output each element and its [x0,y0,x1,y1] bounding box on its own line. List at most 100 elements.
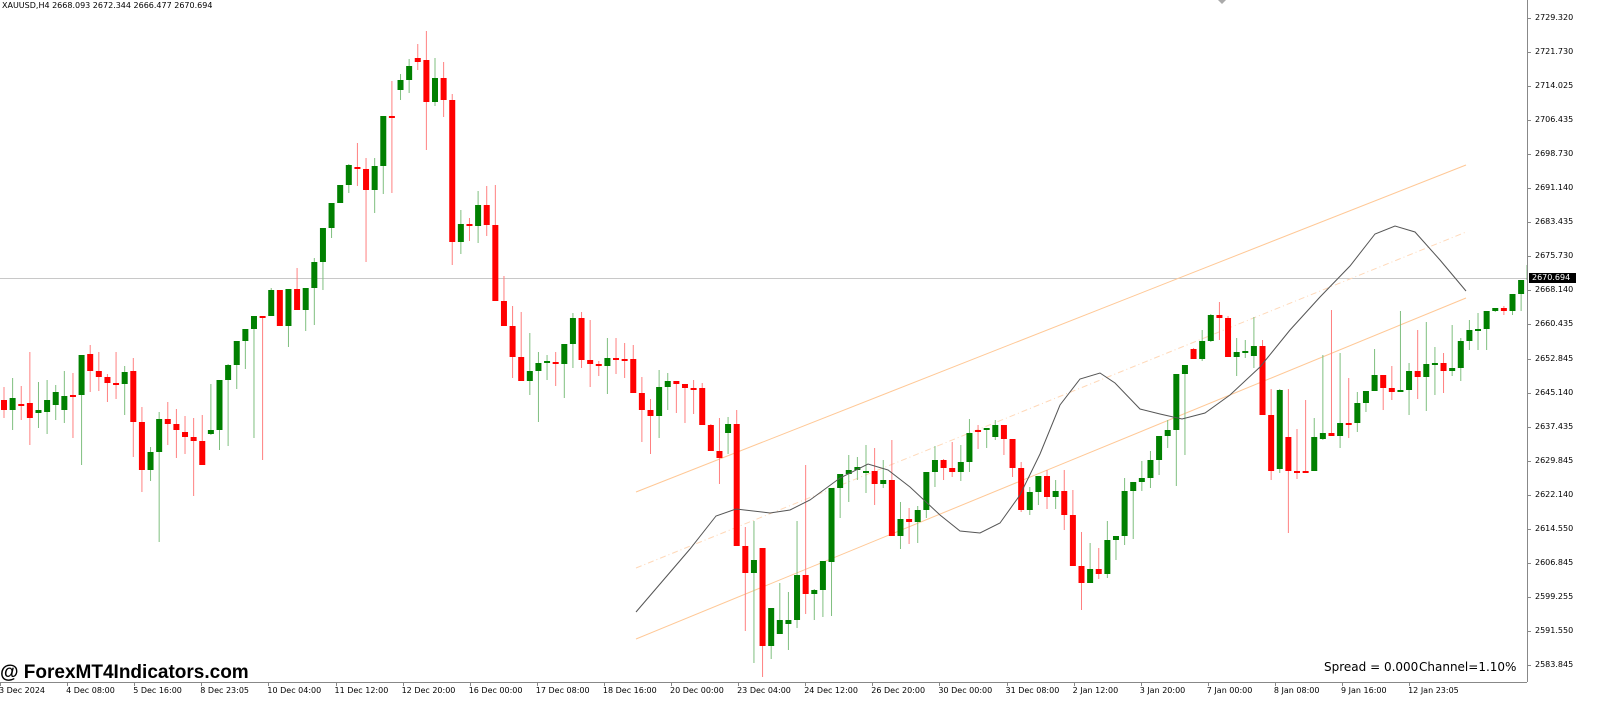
price-tick-mark [1528,86,1531,87]
time-tick-label: 31 Dec 08:00 [1006,686,1060,695]
candle-body [716,451,722,458]
candle-body [1225,318,1231,357]
channel-mid-line [636,232,1466,568]
candle-body [492,225,498,301]
candle-body [268,290,274,316]
price-tick-label: 2606.845 [1535,558,1573,567]
candle-body [880,480,886,484]
candle-body [1182,365,1188,374]
candle-body [1010,439,1016,468]
candle-body [79,355,85,395]
candle-body [889,480,895,536]
candle-body [682,384,688,388]
candle-body [389,116,395,118]
time-tick-label: 10 Dec 04:00 [267,686,321,695]
time-tick-label: 20 Dec 00:00 [670,686,724,695]
candle-body [217,380,223,430]
candle-body [182,432,188,437]
candle-body [458,224,464,242]
price-tick-mark [1528,631,1531,632]
candle-body [984,428,990,430]
time-tick-label: 8 Jan 08:00 [1274,686,1320,695]
candle-body [1156,436,1162,460]
time-tick-label: 18 Dec 16:00 [603,686,657,695]
spread-label: Spread = 0.000 [1324,660,1418,674]
candle-body [113,383,119,385]
price-tick-label: 2583.845 [1535,660,1573,669]
candle-body [87,354,93,371]
candle-body [156,419,162,452]
time-tick-label: 17 Dec 08:00 [536,686,590,695]
candle-body [673,381,679,384]
candle-body [1268,415,1274,471]
time-tick-label: 23 Dec 04:00 [737,686,791,695]
candle-body [423,60,429,102]
candle-body [1113,536,1119,540]
price-tick-mark [1528,52,1531,53]
candle-body [949,468,955,472]
candle-body [1122,491,1128,536]
candle-body [501,301,507,326]
candle-body [251,316,257,329]
price-tick-label: 2591.550 [1535,626,1573,635]
price-tick-mark [1528,359,1531,360]
candle-body [1510,294,1516,311]
candlestick-plot[interactable] [0,0,1527,682]
price-tick-label: 2721.730 [1535,47,1573,56]
candle-body [1346,423,1352,425]
candle-body [1260,346,1266,415]
candle-body [803,575,809,594]
candle-body [1397,390,1403,392]
candle-body [760,548,766,646]
candle-body [1087,569,1093,583]
candle-body [1303,471,1309,473]
candle-body [1147,460,1153,478]
candle-body [303,288,309,310]
candle-body [837,474,843,488]
price-tick-mark [1528,529,1531,530]
candle-body [1484,311,1490,329]
candle-body [398,80,404,90]
candle-body [691,388,697,390]
price-tick-label: 2729.320 [1535,13,1573,22]
candle-body [1389,388,1395,392]
candle-body [544,361,550,363]
candle-body [561,344,567,364]
candle-body [648,410,654,416]
time-tick-label: 4 Dec 08:00 [66,686,115,695]
candle-body [234,341,240,365]
candle-body [466,224,472,226]
price-tick-mark [1528,393,1531,394]
chart-area[interactable]: XAUUSD,H4 2668.093 2672.344 2666.477 267… [0,0,1527,682]
candle-body [785,620,791,624]
time-tick-label: 11 Dec 12:00 [335,686,389,695]
candle-body [96,371,102,377]
candle-body [1096,569,1102,574]
price-tick-label: 2668.140 [1535,285,1573,294]
candle-body [1,400,7,410]
time-tick-label: 9 Jan 16:00 [1341,686,1387,695]
price-tick-label: 2691.140 [1535,183,1573,192]
candle-body [122,372,128,384]
candle-body [165,419,171,424]
candle-body [1199,341,1205,359]
time-tick-label: 2 Jan 12:00 [1073,686,1119,695]
candle-body [1035,476,1041,492]
candle-body [173,424,179,430]
candle-body [941,460,947,468]
price-tick-mark [1528,461,1531,462]
price-tick-label: 2614.550 [1535,524,1573,533]
price-tick-mark [1528,154,1531,155]
candle-body [794,575,800,620]
candle-body [1251,346,1257,356]
scroll-position-marker-icon[interactable] [1218,0,1226,4]
candle-body [1423,364,1429,377]
candle-body [1191,349,1197,359]
candle-body [1165,430,1171,436]
price-tick-label: 2714.025 [1535,81,1573,90]
candle-body [27,403,33,418]
candle-body [915,510,921,522]
candle-body [1363,391,1369,403]
